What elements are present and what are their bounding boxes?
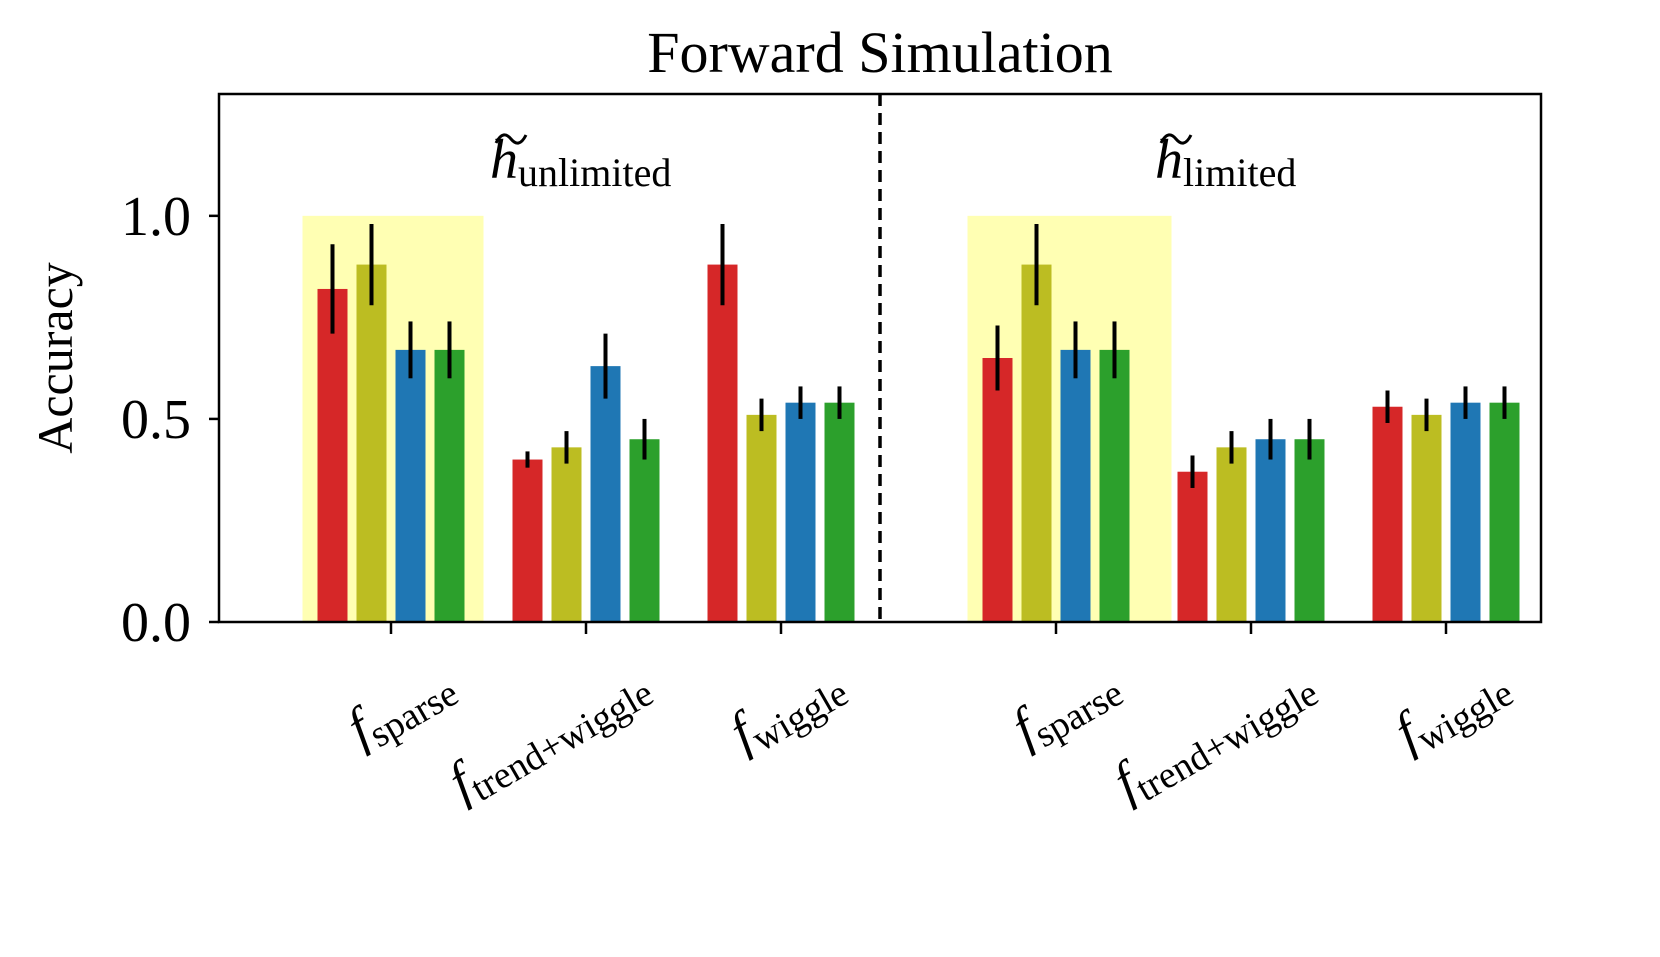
y-tick-label-0.0: 0.0 [121, 592, 191, 654]
x-tick-label-limited-sparse: fsparse [1002, 650, 1131, 763]
bar-unlimited-trend-wiggle-3 [629, 439, 660, 622]
bar-limited-sparse-3 [1099, 349, 1130, 622]
bar-unlimited-trend-wiggle-1 [551, 447, 582, 622]
bar-unlimited-wiggle-0 [707, 264, 738, 622]
bar-limited-trend-wiggle-3 [1294, 439, 1325, 622]
bar-limited-sparse-1 [1021, 264, 1052, 622]
x-tick-label-sub: wiggle [745, 672, 856, 760]
bar-unlimited-sparse-0 [317, 288, 348, 622]
bar-unlimited-wiggle-3 [824, 402, 855, 622]
bar-unlimited-wiggle-1 [746, 414, 777, 622]
panel-label-sub: limited [1183, 150, 1296, 195]
x-tick-label-sub: trend+wiggle [464, 672, 661, 810]
panel-label-unlimited: hunlimited [490, 129, 671, 195]
plot-frame [217, 92, 1543, 624]
panel-label-main: h [1155, 129, 1183, 191]
panel-label-tilde-limited [1159, 133, 1193, 145]
bar-limited-wiggle-2 [1450, 402, 1481, 622]
bar-unlimited-wiggle-2 [785, 402, 816, 622]
panel-label-sub: unlimited [518, 150, 671, 195]
bar-limited-wiggle-0 [1372, 406, 1403, 622]
x-tick-label-unlimited-wiggle: fwiggle [719, 650, 855, 767]
x-tick-label-sub: sparse [1027, 672, 1130, 756]
bar-limited-sparse-2 [1060, 349, 1091, 622]
panel-label-limited: hlimited [1155, 129, 1296, 195]
bar-unlimited-sparse-1 [356, 264, 387, 622]
bar-limited-trend-wiggle-0 [1177, 471, 1208, 622]
chart-title: Forward Simulation [647, 20, 1113, 85]
bar-limited-trend-wiggle-2 [1255, 439, 1286, 622]
bar-limited-sparse-0 [982, 358, 1013, 622]
x-tick-label-sub: sparse [362, 672, 465, 756]
panel-label-tilde-unlimited [494, 133, 528, 145]
bar-unlimited-trend-wiggle-2 [590, 366, 621, 622]
x-tick-label-unlimited-sparse: fsparse [337, 650, 466, 763]
x-tick-label-unlimited-trend-wiggle: ftrend+wiggle [438, 650, 660, 817]
bar-unlimited-sparse-2 [395, 349, 426, 622]
x-tick-label-sub: trend+wiggle [1129, 672, 1326, 810]
x-tick-label-sub: wiggle [1410, 672, 1521, 760]
bar-unlimited-trend-wiggle-0 [512, 459, 543, 622]
x-tick-label-limited-trend-wiggle: ftrend+wiggle [1103, 650, 1325, 817]
x-tick-label-limited-wiggle: fwiggle [1384, 650, 1520, 767]
bar-limited-wiggle-1 [1411, 414, 1442, 622]
panel-label-main: h [490, 129, 518, 191]
y-tick-label-0.5: 0.5 [121, 389, 191, 451]
y-axis-label: Accuracy [27, 262, 83, 454]
bar-unlimited-sparse-3 [434, 349, 465, 622]
y-tick-label-1.0: 1.0 [121, 186, 191, 248]
bar-limited-wiggle-3 [1489, 402, 1520, 622]
bar-limited-trend-wiggle-1 [1216, 447, 1247, 622]
